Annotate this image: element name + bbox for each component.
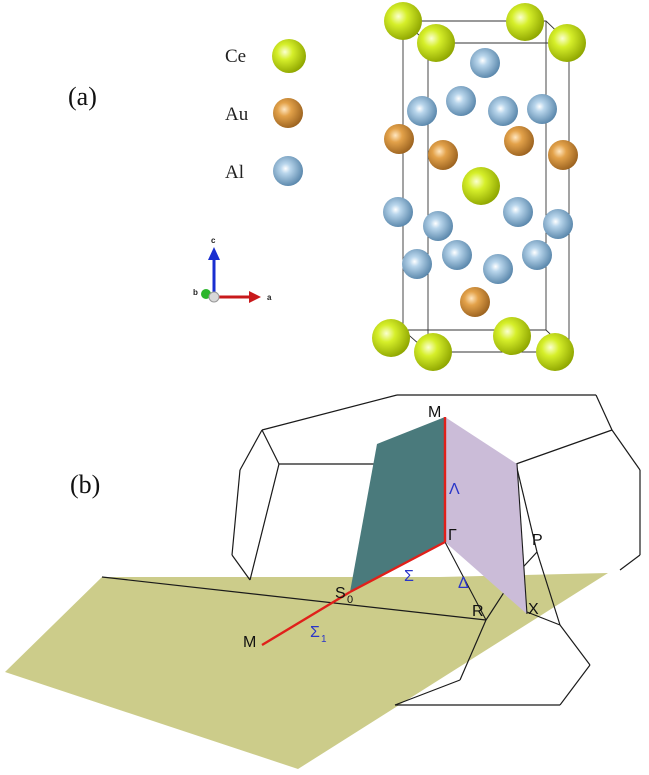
- au-atoms: [384, 124, 578, 317]
- point-label-p: P: [532, 532, 543, 549]
- point-label-m-bottom: M: [243, 634, 256, 651]
- line-label-sigma: Σ: [404, 568, 414, 585]
- point-label-s0-sub: 0: [347, 594, 353, 606]
- axis-triad: c b a: [193, 236, 272, 303]
- legend-swatch-al: [273, 156, 303, 186]
- line-label-delta: Δ: [458, 575, 469, 592]
- axis-label-c: c: [211, 236, 216, 245]
- legend-label-ce: Ce: [225, 46, 246, 67]
- plane-lilac: [445, 417, 527, 614]
- panel-b-label: (b): [70, 470, 100, 499]
- legend: Ce Au Al: [225, 39, 306, 186]
- plane-horizontal: [5, 573, 608, 769]
- panel-b: (b): [5, 394, 641, 769]
- symmetry-path: [261, 417, 447, 647]
- point-label-m-top: M: [428, 404, 441, 421]
- axis-label-b: b: [193, 288, 198, 297]
- line-label-sigma1-sub: 1: [321, 634, 327, 645]
- point-label-r: R: [472, 603, 484, 620]
- legend-swatch-ce: [272, 39, 306, 73]
- unit-cell: [372, 2, 586, 371]
- ce-atoms: [372, 2, 586, 371]
- panel-a-label: (a): [68, 82, 97, 111]
- plane-teal: [350, 417, 445, 592]
- point-label-gamma: Γ: [448, 527, 457, 544]
- legend-label-al: Al: [225, 162, 244, 183]
- point-label-x: X: [528, 601, 539, 618]
- point-label-s0: S: [335, 585, 346, 602]
- axis-label-a: a: [267, 293, 272, 302]
- line-label-lambda: Λ: [449, 481, 460, 498]
- panel-a: (a) Ce Au Al c b a: [68, 2, 586, 371]
- al-atoms: [383, 48, 573, 284]
- legend-label-au: Au: [225, 104, 249, 125]
- legend-swatch-au: [273, 98, 303, 128]
- line-label-sigma1: Σ: [310, 624, 320, 641]
